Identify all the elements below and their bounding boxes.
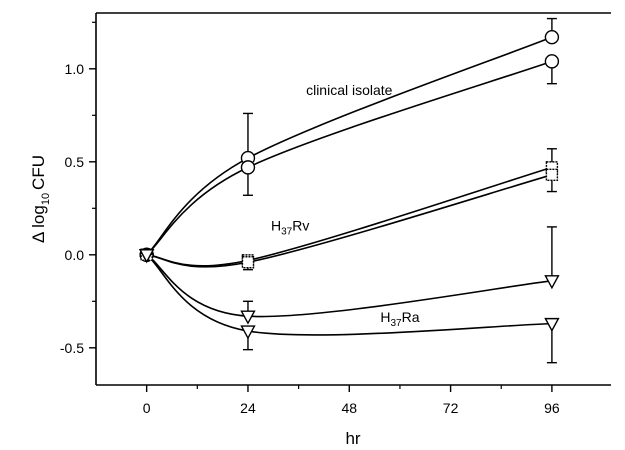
y-tick-label: -0.5 (60, 340, 84, 356)
x-tick-label: 96 (544, 400, 560, 416)
y-axis-title-log: log (29, 205, 48, 228)
x-tick-label: 0 (143, 400, 151, 416)
y-tick-label: 1.0 (65, 61, 85, 77)
h37ra-label-sub: 37 (390, 318, 402, 329)
y-ticks: -0.5 0.0 0.5 1.0 (60, 21, 96, 356)
x-tick-label: 48 (341, 400, 357, 416)
y-axis-title-delta: Δ (29, 232, 48, 243)
data-point-triangle (544, 317, 560, 333)
series-line-clinical-isolate (146, 60, 553, 256)
h37rv-label-main: H (271, 218, 281, 234)
marker-layer (138, 29, 560, 340)
data-point-circle (544, 29, 560, 45)
series-line-h37ra (146, 254, 552, 318)
y-tick-label: 0.5 (65, 154, 85, 170)
h37rv-label-tail: Rv (292, 218, 309, 234)
data-point-circle (240, 160, 256, 175)
series-layer (146, 36, 553, 336)
y-tick-label: 0.0 (65, 247, 85, 263)
h37rv-label-sub: 37 (281, 227, 293, 238)
data-point-triangle (544, 275, 560, 290)
x-ticks: 0 24 48 72 96 (143, 385, 560, 416)
data-point-square (545, 168, 559, 182)
data-point-square (241, 256, 255, 269)
x-tick-label: 72 (443, 400, 459, 416)
series-line-h37rv (146, 174, 553, 268)
h37ra-label-tail: Ra (402, 309, 420, 325)
h37rv-label: H37Rv (271, 218, 309, 238)
series-line-clinical-isolate (146, 36, 553, 256)
data-point-triangle (240, 325, 256, 340)
y-axis-title: Δ log10 CFU (29, 155, 52, 243)
series-line-h37rv (146, 166, 553, 267)
axes: 0 24 48 72 96 -0.5 0.0 0.5 1.0 (60, 12, 611, 416)
data-point-circle (544, 54, 560, 69)
y-axis-title-unit: CFU (29, 155, 48, 190)
x-tick-label: 24 (240, 400, 256, 416)
y-axis-title-sub: 10 (40, 193, 52, 205)
x-axis-title: hr (345, 429, 360, 448)
errorbar-layer (242, 17, 557, 364)
series-line-h37ra (146, 254, 552, 336)
clinical-isolate-label: clinical isolate (306, 82, 393, 98)
h37ra-label: H37Ra (380, 309, 419, 329)
h37ra-label-main: H (380, 309, 390, 325)
data-point-triangle (240, 310, 256, 325)
data-point-triangle (138, 249, 155, 264)
